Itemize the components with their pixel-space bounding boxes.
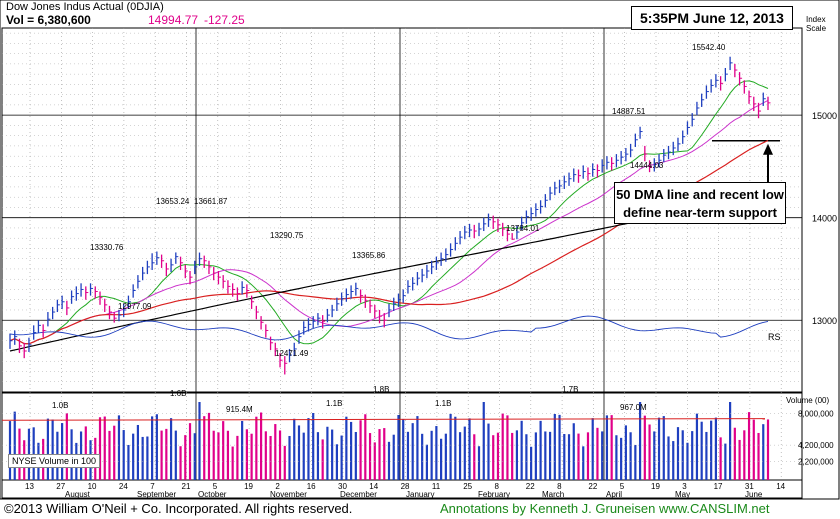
volume-annotation: 1.1B	[326, 399, 342, 408]
x-day-tick-label: 25	[463, 482, 472, 491]
volume-annotation: 1.6B	[170, 389, 186, 398]
y-tick-label: 15000	[812, 111, 837, 121]
price-annotation: 14887.51	[612, 107, 646, 116]
x-month-label: January	[406, 490, 434, 499]
price-annotation: 13365.86	[352, 251, 386, 260]
index-scale-word-2: Scale	[806, 24, 827, 33]
x-day-tick-label: 22	[526, 482, 535, 491]
outer-frame	[0, 0, 840, 500]
volume-annotation: 1.7B	[562, 385, 578, 394]
annotation-line-1: 50 DMA line and recent low	[616, 187, 784, 202]
x-month-label: September	[137, 490, 176, 499]
x-day-tick-label: 31	[745, 482, 754, 491]
chart-title: Dow Jones Indus Actual (0DJIA)	[6, 1, 164, 13]
price-annotation: 13784.01	[506, 224, 540, 233]
x-day-tick-label: 10	[88, 482, 97, 491]
x-day-tick-label: 5	[620, 482, 625, 491]
x-month-label: August	[65, 490, 91, 499]
rs-line	[9, 315, 769, 341]
price-readout: 14994.77	[148, 13, 199, 27]
price-annotation: 13290.75	[270, 231, 304, 240]
x-month-label: April	[606, 490, 622, 499]
volume-annotation: 1.1B	[435, 399, 451, 408]
x-day-tick-label: 8	[495, 482, 500, 491]
x-day-tick-label: 19	[651, 482, 660, 491]
x-day-tick-label: 28	[401, 482, 410, 491]
x-day-tick-label: 27	[56, 482, 65, 491]
price-annotation: 15542.40	[692, 43, 726, 52]
volume-annotation: 1.0B	[52, 401, 68, 410]
x-day-tick-label: 22	[588, 482, 597, 491]
y-tick-label: 13000	[812, 316, 837, 326]
date-box: 5:35PM June 12, 2013	[631, 6, 793, 30]
x-day-tick-label: 11	[432, 482, 441, 491]
x-month-label: June	[745, 490, 763, 499]
annotation-line-2: define near-term support	[623, 205, 777, 220]
volume-panel-label: Volume (00)	[786, 396, 830, 405]
volume-tick-label: 4,200,000	[798, 441, 834, 450]
volume-annotation: 967.0M	[620, 403, 647, 412]
volume-legend: NYSE Volume in 100	[8, 454, 101, 468]
x-day-tick-label: 3	[682, 482, 687, 491]
x-day-tick-label: 17	[714, 482, 723, 491]
annotation-arrow-head	[763, 143, 773, 155]
ma10-line	[9, 80, 769, 345]
x-month-label: December	[340, 490, 377, 499]
annotations-credit: Annotations by Kenneth J. Gruneisen www.…	[440, 501, 770, 516]
index-scale-label: Index Scale	[806, 15, 826, 33]
x-month-label: November	[270, 490, 307, 499]
x-day-tick-label: 5	[213, 482, 218, 491]
x-day-tick-label: 8	[557, 482, 562, 491]
x-month-label: February	[478, 490, 510, 499]
x-day-tick-label: 16	[307, 482, 316, 491]
x-day-tick-label: 30	[338, 482, 347, 491]
x-day-tick-label: 2	[275, 482, 280, 491]
volume-tick-label: 8,000,000	[798, 410, 834, 419]
annotation-box: 50 DMA line and recent low define near-t…	[614, 182, 786, 224]
copyright-footer: ©2013 William O'Neil + Co. Incorporated.…	[4, 501, 353, 516]
x-day-tick-label: 19	[244, 482, 253, 491]
volume-tick-label: 2,200,000	[798, 458, 834, 467]
x-day-tick-label: 14	[776, 482, 785, 491]
volume-annotation: 915.4M	[226, 405, 253, 414]
price-annotation: 13661.87	[194, 197, 228, 206]
x-month-label: March	[542, 490, 564, 499]
x-day-tick-label: 7	[150, 482, 155, 491]
x-day-tick-label: 14	[369, 482, 378, 491]
x-month-label: October	[198, 490, 227, 499]
rs-label: RS	[768, 332, 781, 342]
date-axis-frame	[1, 479, 803, 499]
index-scale-word-1: Index	[806, 15, 826, 24]
x-day-tick-label: 21	[182, 482, 191, 491]
price-annotation: 12977.09	[118, 302, 152, 311]
x-month-label: May	[675, 490, 690, 499]
volume-annotation: 1.8B	[373, 385, 389, 394]
price-annotation: 13653.24	[156, 197, 190, 206]
volume-readout: Vol = 6,380,600	[6, 13, 91, 27]
volume-average-line	[1, 418, 766, 421]
price-annotation: 14444.03	[630, 161, 664, 170]
price-annotation: 13330.76	[90, 243, 124, 252]
x-day-tick-label: 24	[119, 482, 128, 491]
price-annotation: 12471.49	[275, 349, 309, 358]
change-readout: -127.25	[204, 13, 245, 27]
x-day-tick-label: 13	[25, 482, 34, 491]
y-tick-label: 14000	[812, 214, 837, 224]
